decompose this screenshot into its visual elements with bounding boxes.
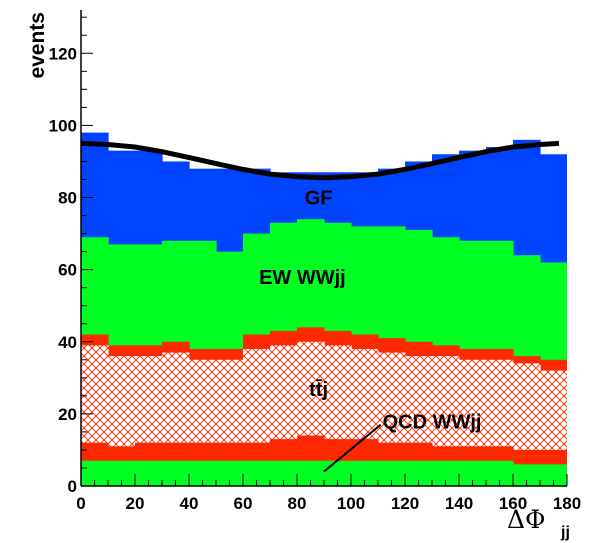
x-tick-label: 20 <box>126 494 145 513</box>
y-tick-label: 0 <box>68 477 77 496</box>
overlay-curve <box>81 140 560 181</box>
y-tick-label: 100 <box>49 116 77 135</box>
annotation-qcd: QCD WWjj <box>383 411 482 433</box>
x-tick-label: 100 <box>337 494 365 513</box>
y-tick-label: 80 <box>58 189 77 208</box>
x-tick-label: 40 <box>180 494 199 513</box>
bar-qcd-16 <box>513 464 541 486</box>
y-tick-label: 40 <box>58 333 77 352</box>
bar-qcd-17 <box>540 464 567 486</box>
y-axis-title: events <box>26 12 49 79</box>
x-tick-label: 180 <box>553 494 581 513</box>
x-tick-label: 160 <box>499 494 527 513</box>
x-tick-label: 140 <box>445 494 473 513</box>
x-tick-label: 0 <box>76 494 85 513</box>
x-tick-label: 80 <box>288 494 307 513</box>
x-tick-label: 60 <box>234 494 253 513</box>
annotation-qcd-arrow <box>323 423 382 473</box>
y-tick-label: 60 <box>58 261 77 280</box>
annotation-tt: tt̄j <box>309 379 328 401</box>
x-tick-label: 120 <box>391 494 419 513</box>
y-tick-label: 20 <box>58 405 77 424</box>
y-tick-label: 120 <box>49 44 77 63</box>
annotation-ew: EW WWjj <box>259 267 346 289</box>
x-axis-title-subscript: jj <box>560 524 570 541</box>
annotation-gf: GF <box>305 188 333 210</box>
x-axis-title: ΔΦ <box>507 505 546 534</box>
